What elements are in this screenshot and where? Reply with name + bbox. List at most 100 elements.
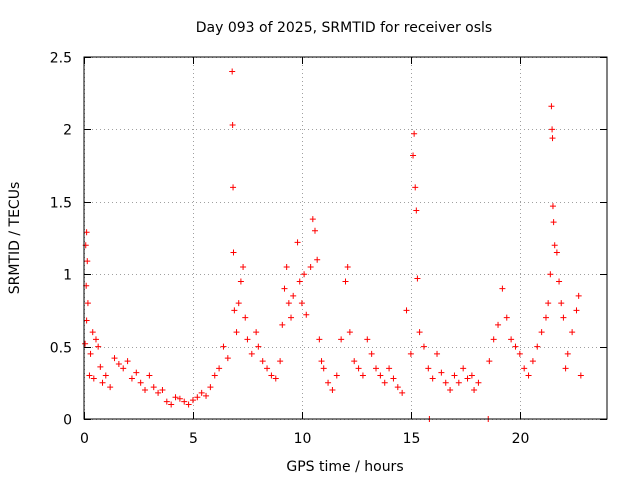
data-point [562,365,569,372]
data-point [329,387,336,394]
data-point [577,372,584,379]
data-point [281,285,288,292]
y-tick-label: 0 [63,413,72,429]
data-point [237,278,244,285]
data-point [272,375,279,382]
data-point [253,329,260,336]
data-point [235,300,242,307]
data-point [229,122,236,129]
data-point [194,394,201,401]
data-point [111,355,118,362]
data-point [283,263,290,270]
data-point [495,321,502,328]
data-point [316,336,323,343]
data-point [84,258,91,265]
data-point [320,365,327,372]
data-point [333,372,340,379]
data-point [521,365,528,372]
data-point [176,395,183,402]
data-point [464,375,471,382]
data-point [185,401,192,408]
data-point [137,379,144,386]
data-point [534,343,541,350]
data-point [550,219,557,226]
data-point [475,379,482,386]
data-point [224,355,231,362]
data-point [468,372,475,379]
data-point [318,358,325,365]
data-point [359,372,366,379]
y-tick-label: 2 [63,123,72,139]
data-point [92,336,99,343]
data-point [146,372,153,379]
data-point [549,126,556,133]
y-tick-label: 1 [63,268,72,284]
data-point [542,314,549,321]
data-point [338,336,345,343]
data-point [455,379,462,386]
data-point [403,307,410,314]
x-tick-label: 5 [189,431,198,447]
data-point [399,389,406,396]
data-point [525,372,532,379]
data-point [512,343,519,350]
plot-frame [83,56,608,420]
data-point [259,358,266,365]
data-point [220,343,227,350]
data-point [107,384,114,391]
y-tick-label: 0.5 [50,341,72,357]
data-point [83,229,90,236]
data-point [490,336,497,343]
data-point [373,365,380,372]
data-point [89,329,96,336]
data-point [296,278,303,285]
data-point [411,130,418,137]
data-point [120,365,127,372]
data-point [342,278,349,285]
data-point [560,314,567,321]
data-point [285,300,292,307]
data-point [508,336,515,343]
data-point [558,300,565,307]
data-point [97,363,104,370]
data-point [87,350,94,357]
data-point [307,263,314,270]
data-point [573,307,580,314]
data-point [503,314,510,321]
data-point [538,329,545,336]
data-point [529,358,536,365]
data-point [95,343,102,350]
data-point [294,239,301,246]
data-point [242,314,249,321]
data-point [155,389,162,396]
tick-labels: 0 5 10 15 20 0 0.5 1 1.5 2 2.5 [50,51,530,448]
data-point [549,135,556,142]
data-point [240,263,247,270]
data-point [368,350,375,357]
y-axis-label: SRMTID / TECUs [7,182,23,295]
data-point [159,387,166,394]
data-point [288,314,295,321]
x-tick-label: 20 [512,431,530,447]
data-point [429,375,436,382]
data-point [547,271,554,278]
data-point [189,397,196,404]
data-point [416,329,423,336]
data-point [301,271,308,278]
data-point [311,227,318,234]
data-point [133,369,140,376]
y-tick-label: 1.5 [50,196,72,212]
x-tick-label: 0 [80,431,89,447]
data-point [420,343,427,350]
data-point [364,336,371,343]
data-point [471,387,478,394]
data-point [553,249,560,256]
data-point [255,343,262,350]
x-tick-label: 10 [294,431,312,447]
data-point [377,372,384,379]
data-point [231,307,238,314]
data-point [425,365,432,372]
data-point [168,401,175,408]
data-point [230,184,237,191]
